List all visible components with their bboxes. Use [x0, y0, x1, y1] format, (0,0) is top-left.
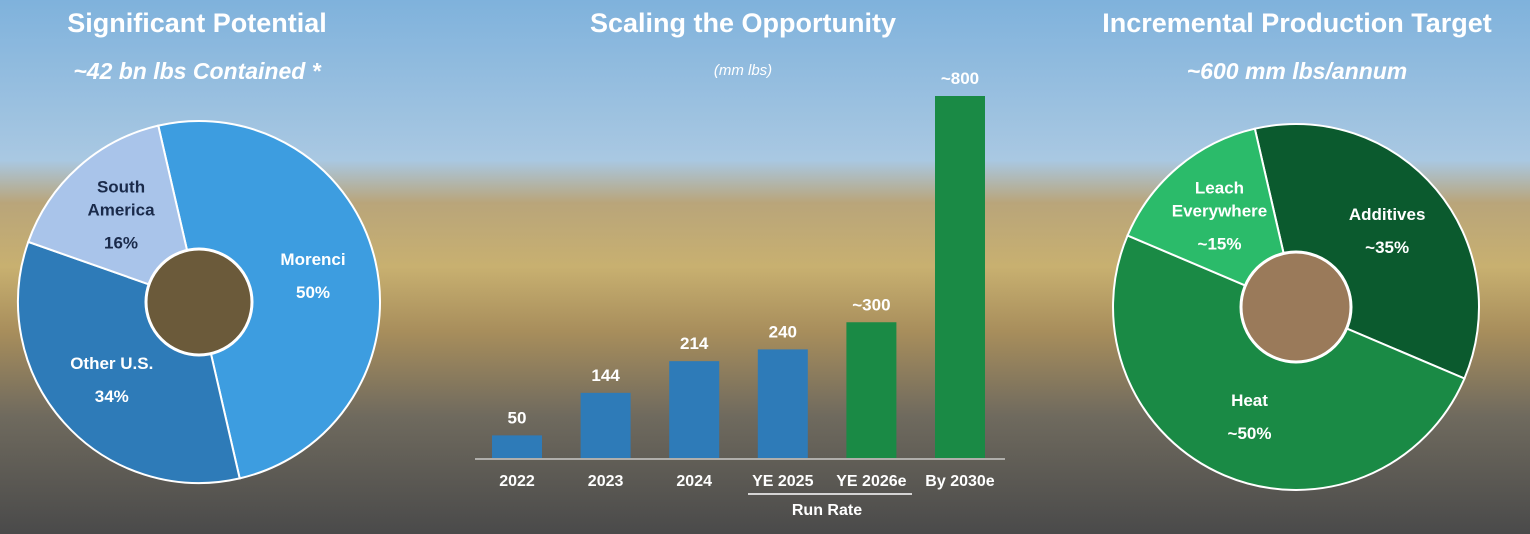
bar	[846, 322, 897, 458]
slice-name: South America	[87, 177, 155, 220]
donut-center	[144, 247, 254, 357]
x-tick-label: By 2030e	[925, 473, 994, 490]
chart-subtitle: ~42 bn lbs Contained *	[73, 58, 321, 84]
chart-title: Incremental Production Target	[1102, 8, 1492, 38]
bar-value-label: 214	[680, 334, 709, 353]
slice-label: Heat ~50%	[1195, 389, 1305, 445]
x-tick-label: 2023	[588, 473, 624, 490]
slice-value: 16%	[104, 233, 139, 253]
slice-label: South America 16%	[66, 175, 176, 254]
slice-name: Leach Everywhere	[1171, 178, 1268, 221]
bar	[492, 435, 542, 458]
slice-name: Morenci	[280, 249, 346, 269]
x-tick-label: 2022	[499, 473, 535, 490]
slice-name: Heat	[1231, 390, 1268, 410]
bar	[757, 349, 808, 458]
slice-label: Leach Everywhere ~15%	[1165, 176, 1275, 255]
chart-title: Significant Potential	[67, 8, 327, 38]
bar-value-label: ~800	[941, 69, 979, 88]
donut-center	[1239, 250, 1353, 364]
bar-value-label: ~300	[852, 295, 890, 314]
bar	[580, 392, 631, 458]
slice-value: ~15%	[1197, 234, 1242, 254]
x-tick-label: YE 2026e	[836, 473, 906, 490]
slice-label: Morenci 50%	[258, 248, 368, 304]
chart-subtitle: ~600 mm lbs/annum	[1186, 58, 1408, 84]
chart-subtitle: (mm lbs)	[713, 62, 773, 79]
bar-value-label: 50	[508, 408, 527, 427]
slice-name: Other U.S.	[70, 353, 154, 373]
chart-title: Scaling the Opportunity	[589, 8, 897, 38]
slice-label: Additives ~35%	[1332, 203, 1442, 259]
slice-name: Additives	[1348, 204, 1426, 224]
bar-value-label: 240	[769, 322, 797, 341]
slice-value: 50%	[295, 282, 331, 302]
slice-value: ~50%	[1227, 423, 1272, 443]
bar	[669, 361, 720, 458]
x-tick-label: YE 2025	[752, 473, 813, 490]
x-tick-label: 2024	[676, 473, 712, 490]
bar-value-label: 144	[591, 366, 620, 385]
slice-value: 34%	[94, 386, 129, 406]
bar	[935, 96, 985, 458]
annotation: Run Rate	[792, 502, 862, 519]
slice-label: Other U.S. 34%	[57, 352, 167, 408]
slice-value: ~35%	[1365, 237, 1410, 257]
